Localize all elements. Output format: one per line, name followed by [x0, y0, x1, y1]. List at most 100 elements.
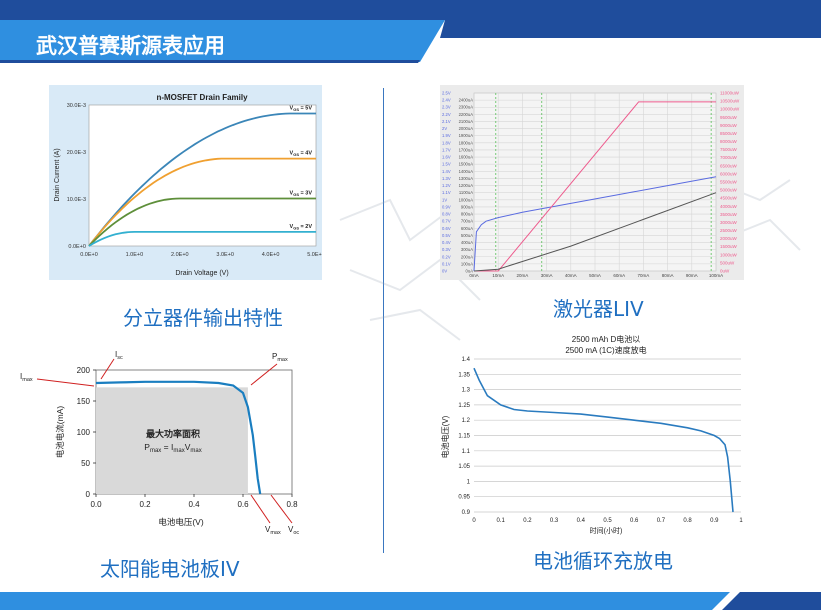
- mosfet-x-tick: 2.0E+0: [171, 252, 189, 258]
- solar-x-tick: 0.6: [237, 500, 249, 509]
- battery-y-tick: 1.1: [462, 449, 471, 455]
- battery-x-tick: 0.5: [603, 518, 612, 524]
- laser-y-left2-tick: 2100uA: [459, 119, 474, 124]
- battery-y-tick: 0.9: [462, 510, 471, 516]
- battery-y-tick: 1.3: [462, 388, 471, 394]
- laser-y-right-tick: 3500uW: [720, 212, 738, 217]
- laser-y-left-tick: 1.6V: [442, 155, 451, 160]
- mosfet-series-line: [88, 231, 316, 247]
- laser-y-left-tick: 2.4V: [442, 98, 451, 103]
- solar-y-tick: 0: [86, 490, 91, 499]
- laser-y-left2-tick: 600uA: [461, 226, 473, 231]
- laser-y-right-tick: 5000uW: [720, 188, 738, 193]
- mosfet-y-tick: 30.0E-3: [67, 103, 86, 109]
- laser-y-left-tick: 0.1V: [442, 261, 451, 266]
- mosfet-x-tick: 1.0E+0: [126, 252, 144, 258]
- header-banner: [0, 0, 821, 63]
- battery-x-tick: 0.6: [630, 518, 639, 524]
- caption-laser: 激光器LIV: [553, 297, 644, 321]
- caption-solar: 太阳能电池板IV: [100, 557, 240, 581]
- annotation-vmax: Vmax: [265, 525, 281, 536]
- mosfet-series-label: VGS = 2V: [290, 224, 313, 231]
- laser-y-left-tick: 2.2V: [442, 112, 451, 117]
- battery-x-tick: 0.2: [523, 518, 532, 524]
- page-title: 武汉普赛斯源表应用: [36, 34, 225, 58]
- laser-y-left-tick: 1.5V: [442, 162, 451, 167]
- laser-y-right-tick: 0uW: [720, 269, 730, 274]
- battery-xlabel: 时间(小时): [590, 526, 623, 535]
- battery-x-tick: 1: [739, 518, 743, 524]
- laser-y-left-tick: 0.7V: [442, 219, 451, 224]
- annotation-imax: Imax: [20, 372, 33, 383]
- arrow-voc: [270, 494, 293, 524]
- laser-y-left2-tick: 2000uA: [459, 126, 474, 131]
- laser-y-left2-tick: 1400uA: [459, 169, 474, 174]
- laser-y-left-tick: 1.3V: [442, 176, 451, 181]
- laser-y-left2-tick: 1700uA: [459, 147, 474, 152]
- mosfet-series-label: VGS = 5V: [290, 105, 313, 112]
- laser-y-left2-tick: 1600uA: [459, 155, 474, 160]
- solar-y-tick: 200: [77, 366, 91, 375]
- mosfet-title: n-MOSFET Drain Family: [156, 93, 248, 102]
- battery-x-tick: 0.1: [497, 518, 506, 524]
- laser-y-left2-tick: 500uA: [461, 233, 473, 238]
- solar-x-tick: 0.0: [90, 500, 102, 509]
- mosfet-x-tick: 4.0E+0: [262, 252, 280, 258]
- laser-y-right-tick: 2500uW: [720, 228, 738, 233]
- laser-y-left-tick: 1.7V: [442, 147, 451, 152]
- laser-y-right-tick: 4500uW: [720, 196, 738, 201]
- battery-y-tick: 1: [467, 479, 471, 485]
- mosfet-xlabel: Drain Voltage (V): [175, 270, 228, 277]
- battery-x-tick: 0: [472, 518, 476, 524]
- laser-y-right-tick: 10000uW: [720, 107, 740, 112]
- mosfet-y-tick: 20.0E-3: [67, 150, 86, 156]
- solar-x-tick: 0.8: [286, 500, 298, 509]
- laser-series-line: [474, 101, 716, 272]
- laser-x-tick: 20mA: [517, 273, 529, 278]
- laser-y-left-tick: 0V: [442, 269, 447, 274]
- laser-y-left-tick: 2.3V: [442, 105, 451, 110]
- mosfet-y-tick: 10.0E-3: [67, 197, 86, 203]
- battery-ylabel: 电池电压(V): [440, 415, 450, 458]
- footer-banner: [0, 592, 821, 610]
- battery-y-tick: 0.95: [458, 495, 470, 501]
- battery-discharge-chart: 2500 mAh D电池以 2500 mA (1C)速度放电 0.9 0.95 1 1…: [440, 334, 743, 535]
- solar-x-tick: 0.2: [139, 500, 151, 509]
- laser-y-right-tick: 7000uW: [720, 155, 738, 160]
- laser-y-left2-tick: 300uA: [461, 247, 473, 252]
- laser-y-right-tick: 9000uW: [720, 123, 738, 128]
- laser-x-tick: 100mA: [709, 273, 723, 278]
- battery-subtitle: 2500 mA (1C)速度放电: [565, 345, 646, 355]
- laser-y-right-tick: 6500uW: [720, 163, 738, 168]
- battery-x-tick: 0.9: [710, 518, 719, 524]
- caption-mosfet: 分立器件输出特性: [123, 306, 283, 330]
- laser-y-left-tick: 1.9V: [442, 133, 451, 138]
- battery-discharge-line: [473, 367, 734, 513]
- solar-xlabel: 电池电压(V): [158, 517, 204, 527]
- laser-y-right-tick: 7500uW: [720, 147, 738, 152]
- laser-y-left-tick: 1.1V: [442, 190, 451, 195]
- laser-x-tick: 90mA: [686, 273, 698, 278]
- laser-x-tick: 50mA: [589, 273, 601, 278]
- solar-ylabel: 电池电流(mA): [55, 406, 65, 459]
- laser-x-tick: 80mA: [662, 273, 674, 278]
- laser-y-left2-tick: 700uA: [461, 219, 473, 224]
- laser-y-left2-tick: 1000uA: [459, 197, 474, 202]
- laser-y-left2-tick: 100uA: [461, 261, 473, 266]
- battery-y-tick: 1.35: [458, 372, 470, 378]
- laser-y-left-tick: 2.5V: [442, 91, 451, 96]
- mosfet-series-line: [88, 197, 316, 247]
- laser-y-right-tick: 500uW: [720, 260, 735, 265]
- mosfet-series-label: VGS = 4V: [290, 151, 313, 158]
- battery-x-tick: 0.3: [550, 518, 559, 524]
- laser-y-left-tick: 0.8V: [442, 212, 451, 217]
- laser-y-right-tick: 9500uW: [720, 115, 738, 120]
- laser-y-left-tick: 1.4V: [442, 169, 451, 174]
- laser-y-right-tick: 1500uW: [720, 244, 738, 249]
- laser-x-tick: 30mA: [541, 273, 553, 278]
- laser-y-left-tick: 0.4V: [442, 240, 451, 245]
- laser-y-left2-tick: 1300uA: [459, 176, 474, 181]
- mosfet-plot-area: [88, 104, 317, 247]
- solar-max-power-area: [96, 387, 248, 494]
- solar-x-tick: 0.4: [188, 500, 200, 509]
